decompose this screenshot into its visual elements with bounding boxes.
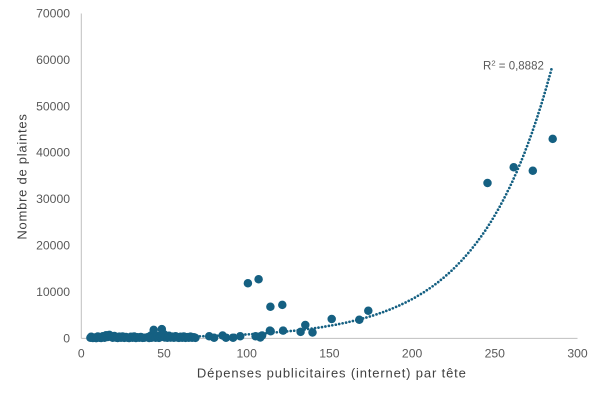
- svg-text:100: 100: [237, 346, 258, 360]
- svg-text:R2 = 0,8882: R2 = 0,8882: [483, 58, 544, 72]
- svg-text:300: 300: [567, 346, 588, 360]
- svg-text:60000: 60000: [36, 53, 70, 67]
- svg-text:10000: 10000: [36, 285, 70, 299]
- svg-text:150: 150: [319, 346, 340, 360]
- svg-text:70000: 70000: [36, 7, 70, 21]
- svg-text:50000: 50000: [36, 99, 70, 113]
- svg-text:200: 200: [402, 346, 423, 360]
- svg-text:250: 250: [485, 346, 506, 360]
- svg-text:20000: 20000: [36, 239, 70, 253]
- svg-text:40000: 40000: [36, 146, 70, 160]
- svg-text:Nombre de plaintes: Nombre de plaintes: [15, 113, 30, 239]
- svg-text:50: 50: [157, 346, 171, 360]
- svg-text:Dépenses publicitaires (intern: Dépenses publicitaires (internet) par tê…: [197, 366, 467, 381]
- svg-text:30000: 30000: [36, 192, 70, 206]
- svg-text:0: 0: [63, 331, 70, 345]
- svg-text:0: 0: [78, 346, 85, 360]
